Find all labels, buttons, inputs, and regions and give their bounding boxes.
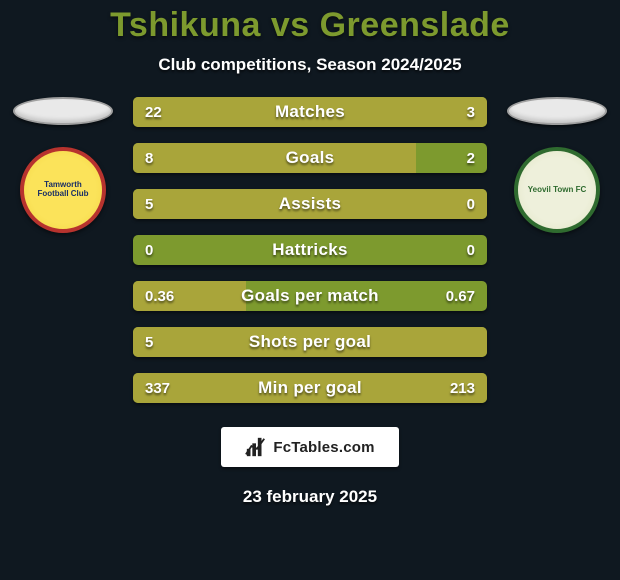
content-area: Tamworth Football Club Yeovil Town FC 22…: [0, 97, 620, 403]
brand-text: FcTables.com: [273, 439, 374, 456]
team-left-column: Tamworth Football Club: [8, 97, 118, 233]
flag-ellipse-left: [13, 97, 113, 125]
club-name-right: Yeovil Town FC: [528, 186, 587, 195]
page-date: 23 february 2025: [0, 487, 620, 507]
club-name-left: Tamworth Football Club: [30, 181, 96, 199]
stat-row: 5Shots per goal: [133, 327, 487, 357]
stat-row: 223Matches: [133, 97, 487, 127]
page-subtitle: Club competitions, Season 2024/2025: [0, 55, 620, 75]
club-badge-left: Tamworth Football Club: [20, 147, 106, 233]
comparison-infographic: Tshikuna vs Greenslade Club competitions…: [0, 0, 620, 580]
stat-row: 50Assists: [133, 189, 487, 219]
stat-label: Goals per match: [133, 281, 487, 311]
stat-label: Min per goal: [133, 373, 487, 403]
stat-row: 00Hattricks: [133, 235, 487, 265]
team-right-column: Yeovil Town FC: [502, 97, 612, 233]
bar-chart-icon: [245, 436, 267, 458]
flag-ellipse-right: [507, 97, 607, 125]
club-badge-right: Yeovil Town FC: [514, 147, 600, 233]
stat-label: Matches: [133, 97, 487, 127]
stat-bar-list: 223Matches 82Goals 50Assists 00Hattricks 0.3…: [133, 97, 487, 403]
stat-label: Hattricks: [133, 235, 487, 265]
stat-label: Goals: [133, 143, 487, 173]
stat-row: 0.360.67Goals per match: [133, 281, 487, 311]
stat-row: 337213Min per goal: [133, 373, 487, 403]
stat-row: 82Goals: [133, 143, 487, 173]
stat-label: Assists: [133, 189, 487, 219]
page-title: Tshikuna vs Greenslade: [0, 6, 620, 45]
stat-label: Shots per goal: [133, 327, 487, 357]
brand-badge: FcTables.com: [221, 427, 399, 467]
